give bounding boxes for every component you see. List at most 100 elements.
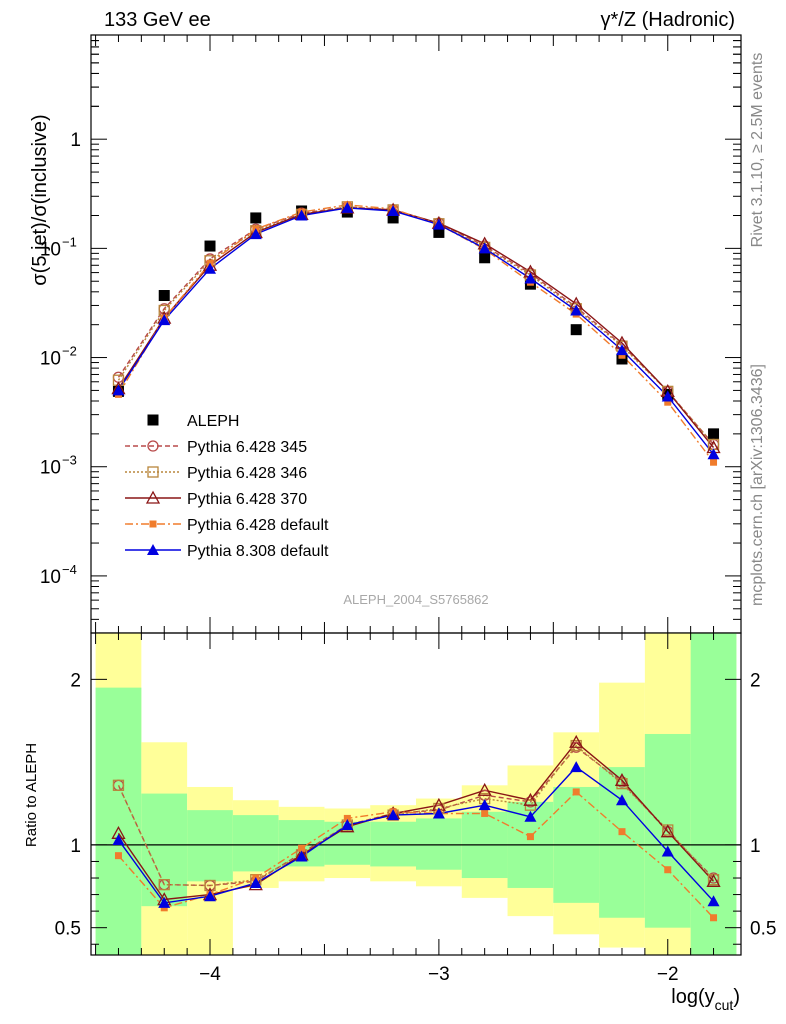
main-point-data [204,240,216,252]
legend-marker-data [147,414,159,426]
main-ytick-exponent: −4 [62,562,77,577]
legend-marker-p345 [147,440,159,452]
main-point-p6def [664,398,672,406]
ratio-line-p6def [117,790,715,919]
rivet-version-text: Rivet 3.1.10, ≥ 2.5M events [749,53,766,248]
header-right-label: γ*/Z (Hadronic) [601,9,735,31]
ratio-ytick-label-right: 0.5 [750,919,776,940]
ratio-point-p370 [477,782,492,796]
ratio-point-p8def [112,833,125,845]
header-left-label: 133 GeV ee [104,9,211,31]
main-point-p6def [710,458,718,466]
ratio-line-p346 [117,744,715,887]
main-panel: 110−110−210−310−4 σ(5 jet)/σ(inclusive) … [29,34,742,634]
ratio-point-p370 [706,873,721,887]
main-ytick-label: 10 [40,349,61,370]
main-point-data [708,428,720,440]
main-point-data [616,353,628,365]
ratio-line-p8def [117,766,715,904]
ratio-band-inner [187,810,233,882]
legend-marker-p346 [147,466,159,478]
ratio-point-p6def [664,866,672,874]
ratio-point-p6def [114,852,122,860]
ratio-point-p8def [341,819,354,831]
main-point-data [250,212,262,224]
main-ytick-label: 1 [70,130,81,151]
ratio-point-p6def [343,814,351,822]
ratio-point-p6def [526,833,534,841]
ratio-ytick-label-left: 0.5 [55,919,81,940]
ratio-band-inner [141,793,188,907]
ratio-point-p8def [478,799,491,811]
main-ytick-label: 10 [40,567,61,588]
ratio-plot-marks [111,734,721,922]
main-point-p8def [158,314,171,326]
ratio-point-p370 [523,792,538,806]
main-point-p8def [249,228,262,240]
ratio-point-p346 [158,878,170,891]
ratio-point-p8def [707,895,720,907]
ratio-band-inner [95,687,142,955]
main-ylabel: σ(5 jet)/σ(inclusive) [29,114,51,285]
main-axes: 110−110−210−310−4 [40,34,742,634]
mcplots-credit-text: mcplots.cern.ch [arXiv:1306.3436] [749,364,766,606]
ratio-point-p6def [572,788,580,796]
main-line-p8def [117,207,715,455]
legend-label-p345: Pythia 6.428 345 [187,439,307,456]
ratio-ytick-label-right: 1 [750,836,761,857]
main-point-p8def [524,272,537,284]
ratio-point-p8def [249,876,262,888]
main-point-p8def [112,384,125,396]
main-point-data [433,226,445,238]
ratio-point-p8def [158,896,171,908]
ratio-point-p8def [432,807,445,819]
legend-label-p6def: Pythia 6.428 default [187,517,329,534]
ratio-band-inner [690,633,737,955]
xtick-label: −2 [657,964,679,985]
ratio-ytick-label-left: 1 [70,836,81,857]
main-point-data [570,324,582,336]
ratio-point-p6def [298,844,306,852]
ratio-band-inner [232,815,279,872]
legend-label-data: ALEPH [187,413,239,430]
main-point-p8def [615,344,628,356]
legend-label-p8def: Pythia 8.308 default [187,543,329,560]
ratio-point-p370 [614,772,630,786]
main-point-p8def [204,262,217,274]
ratio-point-p6def [618,828,626,836]
ratio-band-inner [416,818,462,870]
legend-marker-p8def [147,544,159,555]
main-point-p8def [341,201,354,213]
legend-label-p370: Pythia 6.428 370 [187,491,307,508]
xtick-label: −4 [199,964,221,985]
ratio-point-p6def [481,809,489,817]
main-line-p370 [117,207,715,448]
ratio-point-p370 [569,734,584,748]
ratio-band-inner [370,821,416,867]
ratio-ytick-label-right: 2 [750,670,761,691]
ratio-uncertainty-bands [91,633,741,955]
ratio-point-p346 [112,779,125,791]
x-axis-label: log(ycut) [671,986,740,1013]
ratio-line-p370 [117,741,715,901]
main-point-p8def [570,304,583,316]
xtick-label: −3 [428,964,450,985]
main-ytick-label: 10 [40,239,61,260]
ratio-point-p8def [387,809,400,821]
ratio-point-p8def [295,850,308,862]
main-ytick-label: 10 [40,458,61,479]
legend-marker-p370 [145,490,161,504]
ratio-ytick-label-left: 2 [70,670,81,691]
main-ytick-exponent: −3 [62,453,77,468]
main-point-p8def [432,218,445,230]
ratio-point-p8def [661,845,674,857]
ratio-point-p8def [204,890,217,902]
legend-marker-p6def [149,520,157,528]
legend: ALEPH Pythia 6.428 345 Pythia 6.428 346 Pyt… [125,413,329,560]
main-point-data [479,252,491,264]
main-point-p8def [707,448,720,460]
main-ytick-exponent: −2 [62,344,77,359]
ratio-point-p8def [615,794,628,806]
ratio-band-inner [599,767,645,918]
